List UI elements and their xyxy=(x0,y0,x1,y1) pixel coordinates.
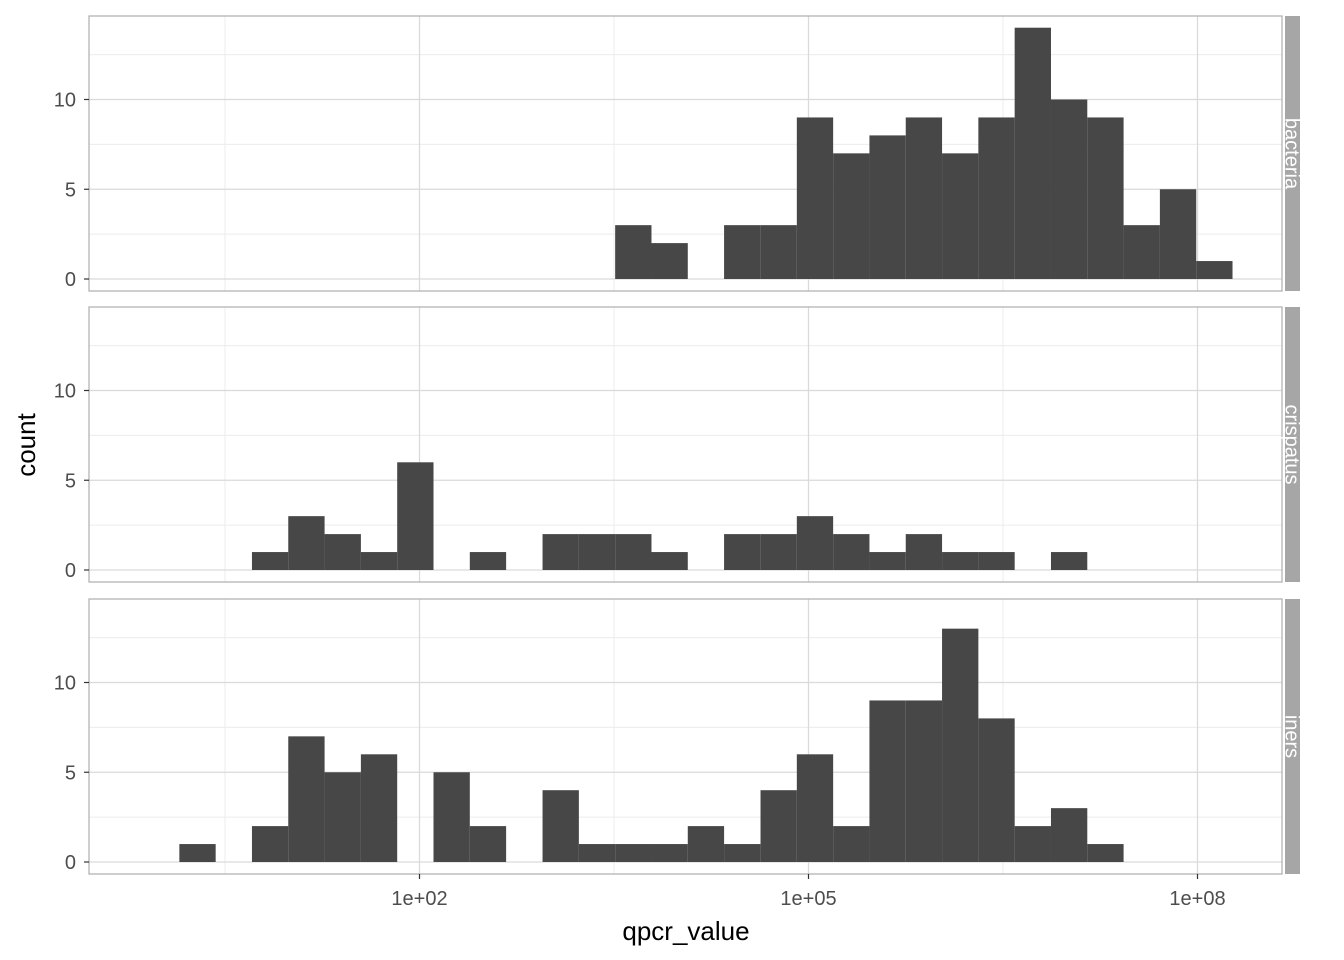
histogram-bar xyxy=(796,754,834,862)
histogram-bar xyxy=(1050,99,1088,279)
histogram-bar xyxy=(615,225,652,279)
x-tick-label: 1e+08 xyxy=(1169,888,1225,910)
x-axis-title: qpcr_value xyxy=(622,916,749,946)
histogram-bar xyxy=(469,552,507,570)
facet-strip xyxy=(1285,599,1300,874)
histogram-bar xyxy=(651,844,688,862)
histogram-bar xyxy=(469,826,507,862)
y-tick-label: 5 xyxy=(65,179,76,201)
histogram-bar xyxy=(542,534,579,570)
histogram-bar xyxy=(1014,826,1051,862)
histogram-bar xyxy=(869,700,906,862)
histogram-bar xyxy=(288,736,325,862)
histogram-bar xyxy=(724,534,761,570)
histogram-bar xyxy=(796,117,834,279)
histogram-bar xyxy=(251,552,289,570)
panel-border xyxy=(88,306,1283,583)
y-tick-label: 0 xyxy=(65,560,76,582)
histogram-bar xyxy=(724,225,761,279)
histogram-bar xyxy=(942,628,979,862)
histogram-bar xyxy=(1123,225,1160,279)
histogram-bar xyxy=(687,826,725,862)
histogram-bar xyxy=(833,826,870,862)
facet-strip-label: iners xyxy=(1281,715,1303,758)
y-tick-label: 10 xyxy=(54,381,76,403)
x-tick-label: 1e+02 xyxy=(391,888,447,910)
facet-panel-iners: 0 5 10 iners xyxy=(54,598,1303,875)
histogram-bar xyxy=(324,534,361,570)
y-tick-label: 5 xyxy=(65,470,76,492)
facet-strip-label: crispatus xyxy=(1281,404,1303,484)
y-tick-label: 0 xyxy=(65,852,76,874)
histogram-bar xyxy=(324,772,361,862)
histogram-bar xyxy=(796,516,834,570)
facet-strip xyxy=(1285,16,1300,291)
facet-strip-label: bacteria xyxy=(1281,118,1303,190)
x-axis: 1e+02 1e+05 1e+08 xyxy=(391,874,1226,910)
histogram-bar xyxy=(360,754,398,862)
histogram-bar xyxy=(578,844,616,862)
histogram-bar xyxy=(251,826,289,862)
y-tick-label: 5 xyxy=(65,762,76,784)
y-axis-title: count xyxy=(11,412,41,476)
histogram-bar xyxy=(905,117,943,279)
histogram-bar xyxy=(397,462,434,570)
histogram-bar xyxy=(760,225,797,279)
histogram-bar xyxy=(288,516,325,570)
histogram-bar xyxy=(615,844,652,862)
y-tick-label: 10 xyxy=(54,90,76,112)
histogram-bar xyxy=(869,135,906,279)
histogram-bar xyxy=(1196,261,1233,279)
histogram-bar xyxy=(833,153,870,279)
histogram-bar xyxy=(1159,189,1197,279)
histogram-bar xyxy=(1050,808,1088,862)
y-tick-label: 0 xyxy=(65,269,76,291)
histogram-bar xyxy=(760,790,797,862)
histogram-bar xyxy=(360,552,398,570)
histogram-bar xyxy=(542,790,579,862)
histogram-bar xyxy=(942,153,979,279)
histogram-bar xyxy=(942,552,979,570)
histogram-bar xyxy=(869,552,906,570)
panel-border xyxy=(88,15,1283,292)
histogram-bar xyxy=(651,552,688,570)
histogram-bar xyxy=(760,534,797,570)
histogram-bar xyxy=(615,534,652,570)
facet-strip xyxy=(1285,307,1300,582)
histogram-bar xyxy=(433,772,470,862)
histogram-bar xyxy=(179,844,216,862)
histogram-bar xyxy=(905,534,943,570)
histogram-bar xyxy=(1050,552,1088,570)
histogram-bar xyxy=(651,243,688,279)
x-tick-label: 1e+05 xyxy=(780,888,836,910)
histogram-bar xyxy=(1014,27,1051,280)
histogram-bar xyxy=(1087,844,1124,862)
y-tick-label: 10 xyxy=(54,673,76,695)
histogram-bar xyxy=(905,700,943,862)
panel-background xyxy=(89,307,1282,582)
facet-panel-crispatus: 0 5 10 crispatus xyxy=(54,306,1303,583)
histogram-bar xyxy=(1087,117,1124,279)
histogram-bar xyxy=(724,844,761,862)
panel-border xyxy=(88,598,1283,875)
histogram-bar xyxy=(978,718,1015,862)
histogram-bar xyxy=(978,552,1015,570)
histogram-bar xyxy=(833,534,870,570)
histogram-bar xyxy=(578,534,616,570)
facet-panel-bacteria: 0 5 10 bacteria xyxy=(54,15,1303,292)
histogram-bar xyxy=(978,117,1015,279)
facet-panels: 0 5 10 bacteria 0 5 10 crispatus 0 5 10 iners xyxy=(54,15,1303,875)
